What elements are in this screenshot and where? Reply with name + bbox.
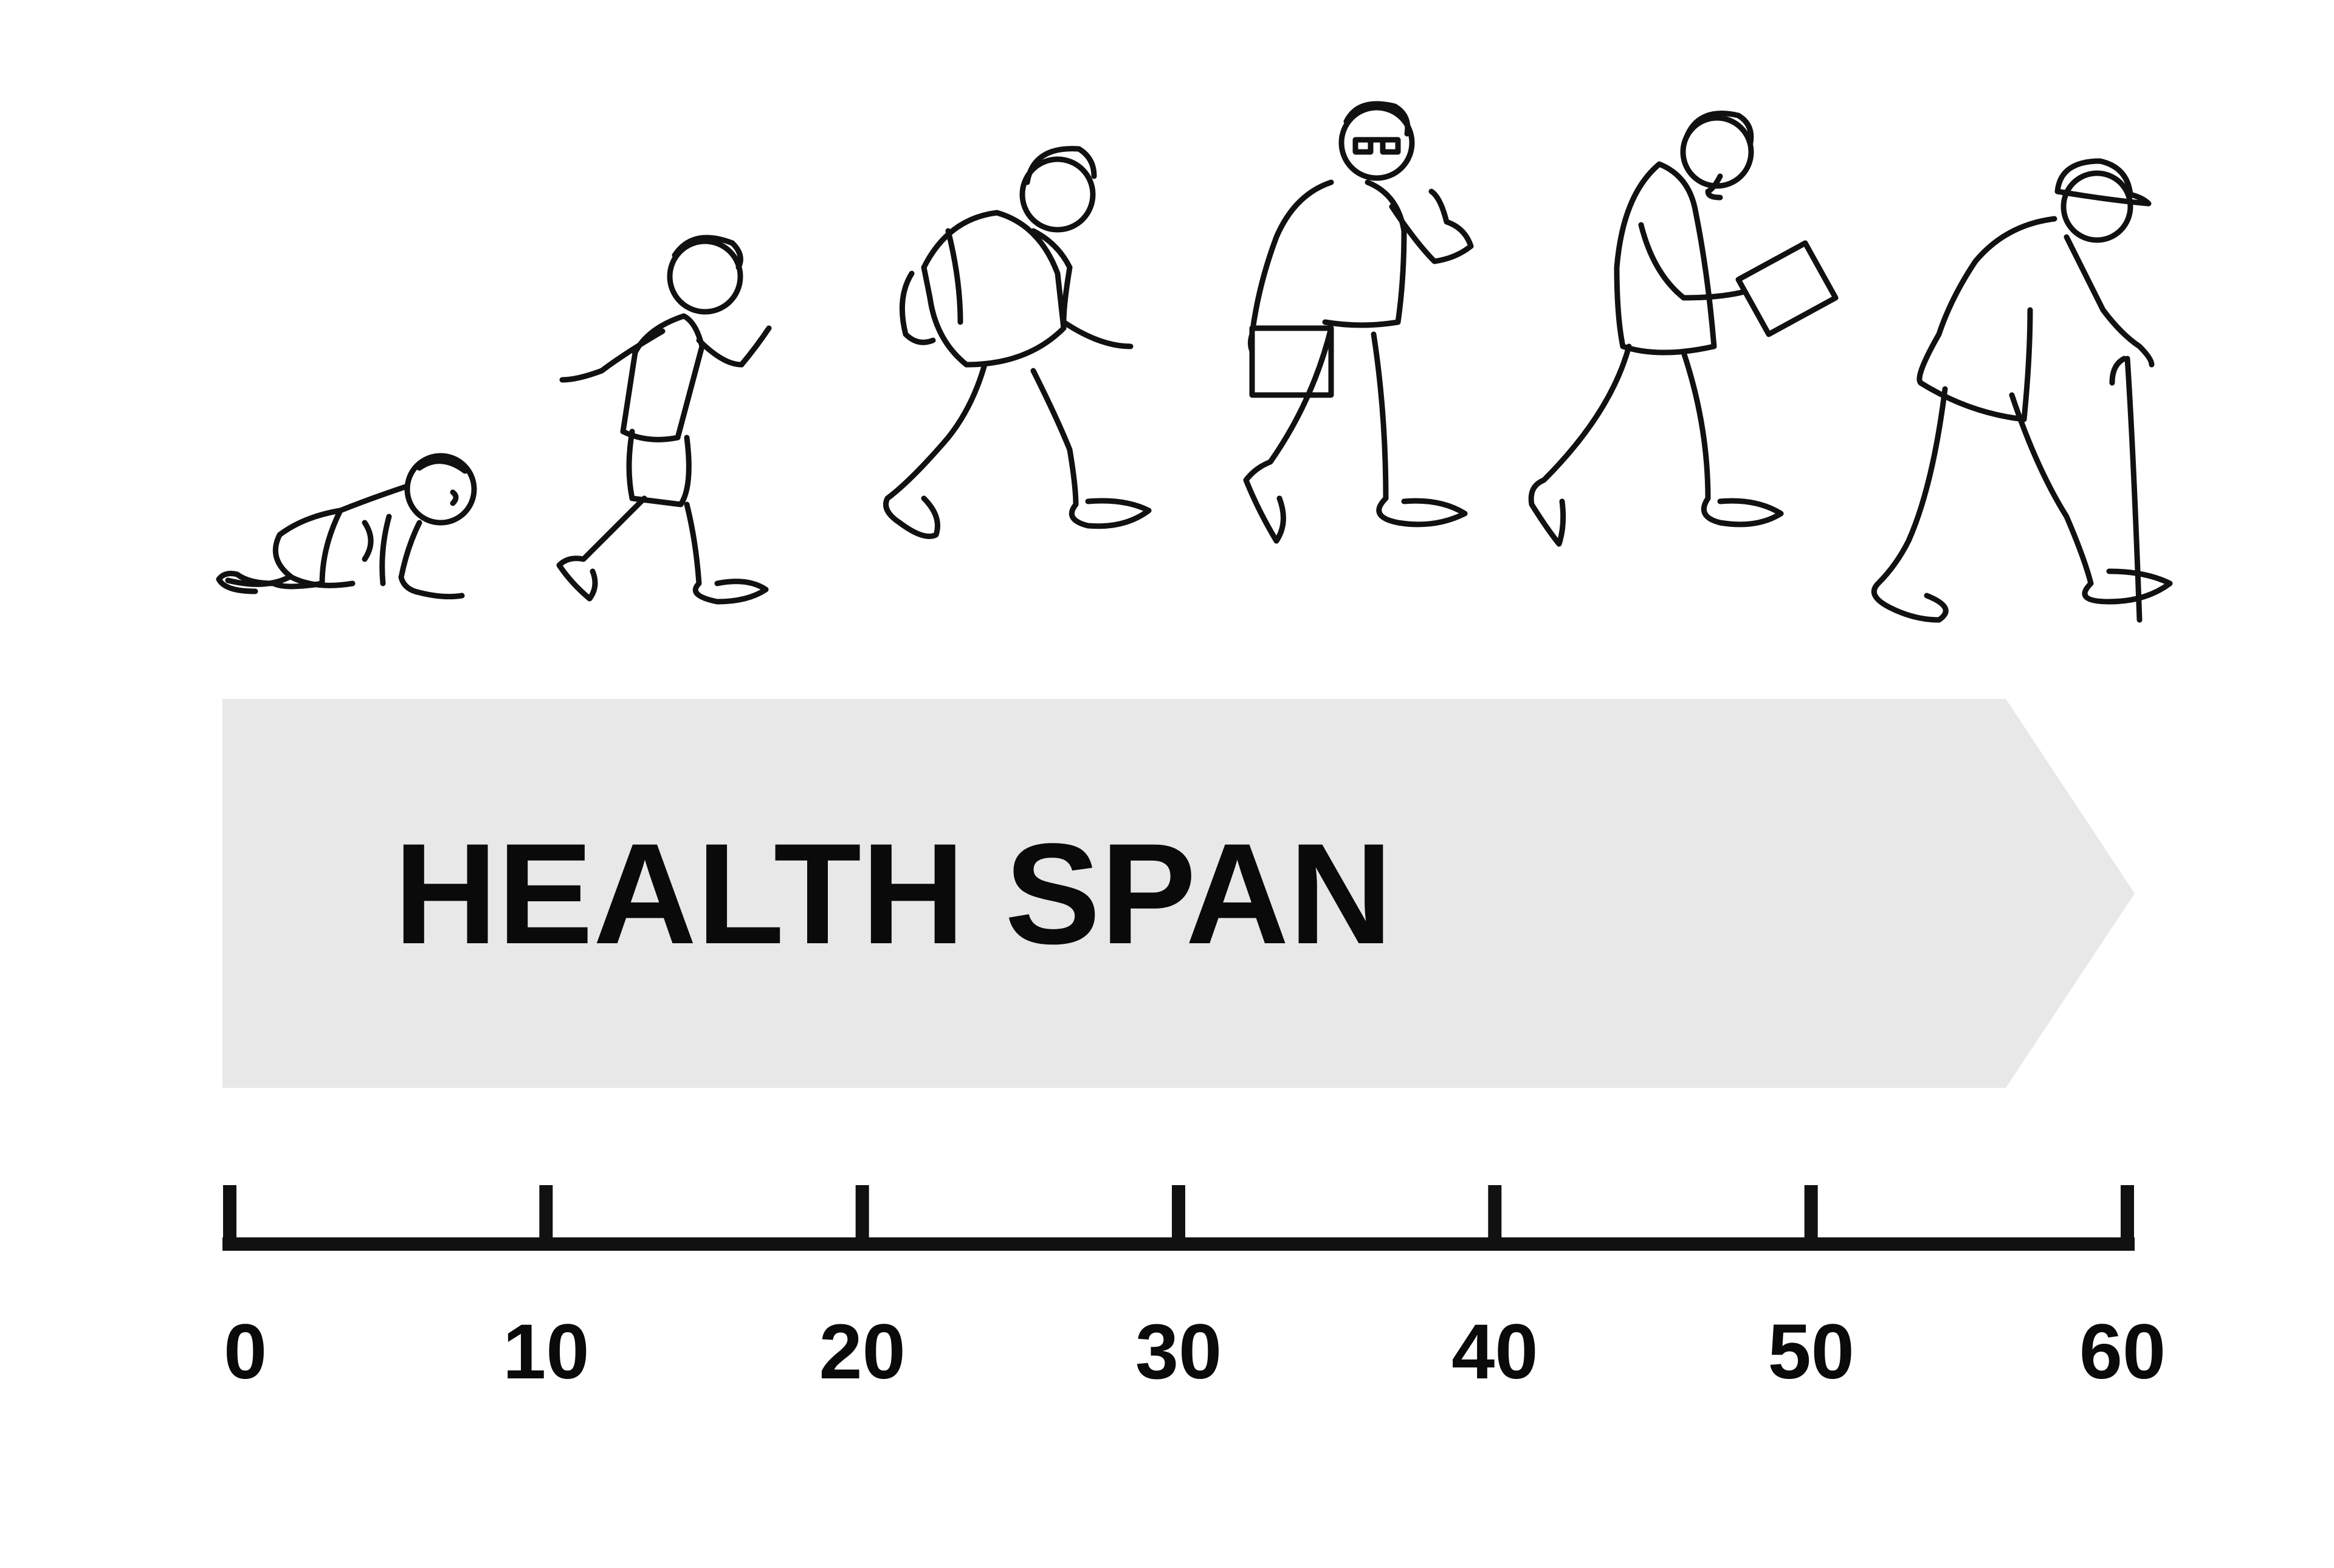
crawling-baby-icon — [216, 453, 477, 600]
banner-label: HEALTH SPAN — [394, 814, 1392, 974]
banner-arrow-shape — [222, 699, 2135, 1088]
axis-tick-marks — [223, 1185, 2134, 1244]
age-axis: 0 10 20 30 40 50 60 — [222, 1185, 2166, 1395]
axis-tick-labels: 0 10 20 30 40 50 60 — [224, 1308, 2166, 1395]
reading-man-icon — [1528, 111, 1839, 547]
axis-tick-label-50: 50 — [1768, 1308, 1854, 1395]
running-child-icon — [556, 235, 772, 605]
axis-tick-label-0: 0 — [224, 1308, 267, 1395]
elderly-man-cane-icon — [1871, 158, 2173, 623]
axis-tick-label-30: 30 — [1135, 1308, 1222, 1395]
walking-adult-thumbs-up-icon — [1243, 101, 1474, 544]
health-span-banner: HEALTH SPAN — [222, 699, 2135, 1088]
life-stage-figures — [216, 101, 2173, 623]
walking-teen-backpack-icon — [883, 146, 1152, 539]
axis-tick-label-40: 40 — [1451, 1308, 1538, 1395]
axis-tick-label-10: 10 — [503, 1308, 589, 1395]
axis-tick-label-60: 60 — [2079, 1308, 2166, 1395]
axis-tick-label-20: 20 — [819, 1308, 905, 1395]
